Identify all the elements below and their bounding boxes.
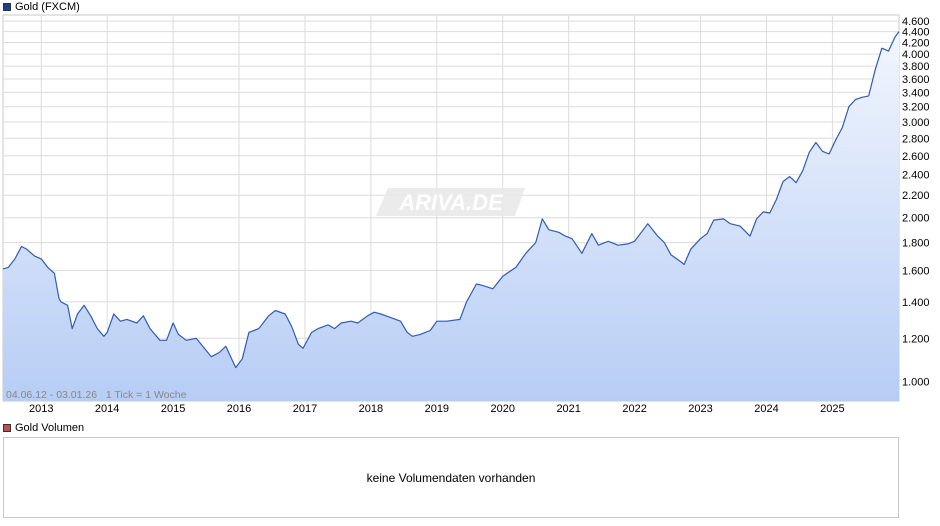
volume-legend-label: Gold Volumen <box>15 422 85 434</box>
y-tick-label: 3.600 <box>902 74 930 86</box>
price-area-fill <box>3 31 899 401</box>
y-tick-label: 2.600 <box>902 151 930 163</box>
y-tick-label: 4.200 <box>902 38 930 50</box>
gold-series-swatch <box>3 3 11 11</box>
y-tick-label: 1.600 <box>902 265 930 277</box>
period-info: 04.06.12 - 03.01.26 1 Tick = 1 Woche <box>6 389 187 401</box>
y-tick-label: 4.400 <box>902 27 930 39</box>
x-tick-label: 2022 <box>622 403 646 415</box>
x-tick-label: 2023 <box>688 403 712 415</box>
watermark-background <box>376 188 525 216</box>
y-tick-label: 4.000 <box>902 49 930 61</box>
main-legend-label: Gold (FXCM) <box>15 1 80 13</box>
x-tick-label: 2017 <box>293 403 317 415</box>
watermark-text: ARIVA.DE <box>398 190 504 215</box>
x-tick-label: 2025 <box>820 403 844 415</box>
x-axis-ticks: 2013 2014 2015 2016 2017 2018 2019 2020 2021 2022… <box>29 403 845 415</box>
price-line <box>2 31 900 369</box>
y-tick-label: 3.200 <box>902 102 930 114</box>
y-tick-label: 3.800 <box>902 61 930 73</box>
x-tick-label: 2013 <box>29 403 53 415</box>
y-tick-label: 1.400 <box>902 297 930 309</box>
x-tick-label: 2018 <box>359 403 383 415</box>
y-tick-label: 3.400 <box>902 87 930 99</box>
watermark: ARIVA.DE <box>376 188 525 216</box>
y-tick-label: 2.800 <box>902 133 930 145</box>
volume-legend: Gold Volumen <box>3 421 84 435</box>
y-tick-label: 4.600 <box>902 16 930 28</box>
y-tick-label: 3.000 <box>902 117 930 129</box>
y-axis-ticks: 1.000 1.200 1.400 1.600 1.800 2.000 2.200 2.400… <box>902 16 930 388</box>
y-tick-label: 2.400 <box>902 170 930 182</box>
main-chart-legend: Gold (FXCM) <box>3 0 80 14</box>
y-tick-label: 2.200 <box>902 190 930 202</box>
volume-series-swatch <box>3 424 11 432</box>
volume-panel: keine Volumendaten vorhanden <box>3 437 899 518</box>
x-tick-label: 2015 <box>161 403 185 415</box>
x-tick-label: 2016 <box>227 403 251 415</box>
x-tick-label: 2019 <box>425 403 449 415</box>
x-tick-label: 2024 <box>754 403 778 415</box>
x-tick-label: 2021 <box>556 403 580 415</box>
x-tick-label: 2014 <box>95 403 119 415</box>
no-volume-message: keine Volumendaten vorhanden <box>366 470 536 485</box>
y-tick-label: 2.000 <box>902 213 930 225</box>
y-tick-label: 1.200 <box>902 333 930 345</box>
y-tick-label: 1.000 <box>902 376 930 388</box>
y-tick-label: 1.800 <box>902 238 930 250</box>
price-chart: ARIVA.DE 1.000 1.200 1.400 1.600 1.800 2.000 2… <box>2 14 930 415</box>
x-tick-label: 2020 <box>491 403 515 415</box>
